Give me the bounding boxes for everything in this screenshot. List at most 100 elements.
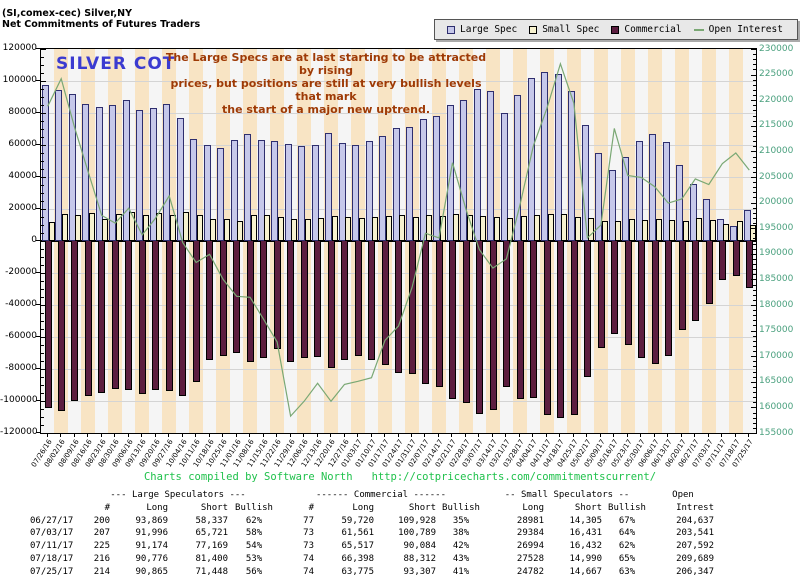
table-cell: 64%: [618, 528, 636, 539]
right-axis-label: 190000: [759, 248, 794, 259]
commercial-bar: [192, 241, 200, 383]
small-spec-bar: [588, 217, 595, 241]
x-axis-tick: [235, 433, 237, 437]
commercial-bar: [719, 241, 727, 281]
left-axis-label: 120000: [2, 43, 37, 53]
large-spec-bar: [338, 142, 346, 241]
table-cell: 74: [303, 553, 314, 564]
commercial-bar: [381, 241, 389, 366]
table-column-header: Long: [352, 502, 374, 513]
annotation-line: the start of a major new uptrend.: [221, 103, 431, 116]
large-spec-bar: [622, 157, 630, 241]
table-column-header: #: [308, 502, 314, 513]
right-minor-tick: [753, 417, 756, 419]
table-cell: 204,637: [676, 515, 714, 526]
large-spec-bar: [379, 136, 387, 241]
x-axis-tick: [46, 433, 48, 437]
right-minor-tick: [753, 361, 756, 363]
left-axis-tick: [36, 272, 40, 273]
left-minor-tick: [41, 329, 44, 330]
table-cell: 100,789: [398, 528, 436, 539]
commercial-bar: [71, 241, 79, 401]
left-minor-tick: [41, 57, 44, 58]
x-axis-tick: [586, 433, 588, 437]
chart-watermark-label: SILVER COT: [56, 54, 176, 74]
left-axis-tick: [36, 112, 40, 113]
small-spec-bar: [196, 214, 203, 241]
table-cell: 14,990: [569, 553, 602, 564]
table-column-header: Bullish: [235, 502, 273, 513]
left-axis-label: 40000: [8, 171, 37, 181]
left-minor-tick: [41, 121, 44, 122]
x-axis-tick: [680, 433, 682, 437]
large-spec-bar: [595, 153, 603, 241]
commercial-bar: [449, 241, 457, 399]
large-spec-bar: [149, 107, 157, 241]
commercial-bar: [233, 241, 241, 354]
annotation-line: prices, but positions are still at very …: [170, 77, 482, 103]
chart-subtitle: Net Commitments of Futures Traders: [2, 19, 201, 30]
left-axis-tick: [36, 240, 40, 241]
right-minor-tick: [753, 171, 756, 173]
large-spec-bar: [689, 184, 697, 241]
commercial-bar: [327, 241, 335, 368]
x-axis-tick: [316, 433, 318, 437]
table-cell: 28981: [516, 515, 544, 526]
right-minor-tick: [753, 392, 756, 394]
right-minor-tick: [753, 192, 756, 194]
right-minor-tick: [753, 69, 756, 71]
x-axis-tick: [478, 433, 480, 437]
table-cell: 91,174: [135, 541, 168, 552]
commercial-bar: [152, 241, 160, 391]
left-axis-label: -80000: [5, 363, 37, 373]
large-spec-bar: [352, 145, 360, 241]
large-spec-bar: [433, 115, 441, 241]
commercial-bar: [408, 241, 416, 374]
annotation-line: The Large Specs are at last starting to …: [165, 51, 487, 77]
large-spec-bar: [203, 145, 211, 241]
right-axis-label: 180000: [759, 299, 794, 310]
small-spec-bar: [304, 219, 311, 241]
right-minor-tick: [753, 187, 756, 189]
left-minor-tick: [41, 89, 44, 90]
small-spec-bar: [682, 220, 689, 241]
left-minor-tick: [41, 401, 46, 402]
table-cell: 42%: [452, 541, 470, 552]
left-minor-tick: [41, 201, 44, 202]
right-minor-tick: [753, 120, 756, 122]
commercial-bar: [611, 241, 619, 334]
commercial-bar: [435, 241, 443, 387]
table-cell: 65,721: [195, 528, 228, 539]
table-cell: 73: [303, 541, 314, 552]
large-spec-bar: [527, 77, 535, 241]
open-interest-path: [47, 61, 750, 418]
legend-item-commercial: Commercial: [611, 24, 682, 35]
source-url-link[interactable]: http://cotpricecharts.com/commitmentscur…: [371, 471, 657, 483]
table-cell: 88,312: [403, 553, 436, 564]
right-minor-tick: [753, 376, 756, 378]
table-column-header: Long: [522, 502, 544, 513]
right-axis-label: 165000: [759, 376, 794, 387]
commercial-bar: [300, 241, 308, 358]
table-cell: 53%: [245, 553, 263, 564]
left-axis-tick: [36, 336, 40, 337]
table-row: 07/03/17 207 91,996 65,721 58% 73 61,561 100,78…: [28, 527, 716, 540]
small-spec-bar: [709, 220, 716, 241]
commercial-bar: [57, 241, 65, 411]
large-spec-bar: [325, 133, 333, 241]
x-axis-tick: [559, 433, 561, 437]
small-spec-bar: [642, 220, 649, 241]
commercial-bar: [732, 241, 740, 277]
table-cell: 16,432: [569, 541, 602, 552]
right-minor-tick: [753, 207, 756, 209]
table-cell: 209,689: [676, 553, 714, 564]
commercial-bar: [368, 241, 376, 361]
x-axis-tick: [734, 433, 736, 437]
small-spec-bar: [345, 217, 352, 241]
x-axis-tick: [100, 433, 102, 437]
left-axis-label: 20000: [8, 203, 37, 213]
x-axis-tick: [249, 433, 251, 437]
small-spec-bar: [250, 215, 257, 241]
x-axis-tick: [181, 433, 183, 437]
commercial-bar: [422, 241, 430, 385]
